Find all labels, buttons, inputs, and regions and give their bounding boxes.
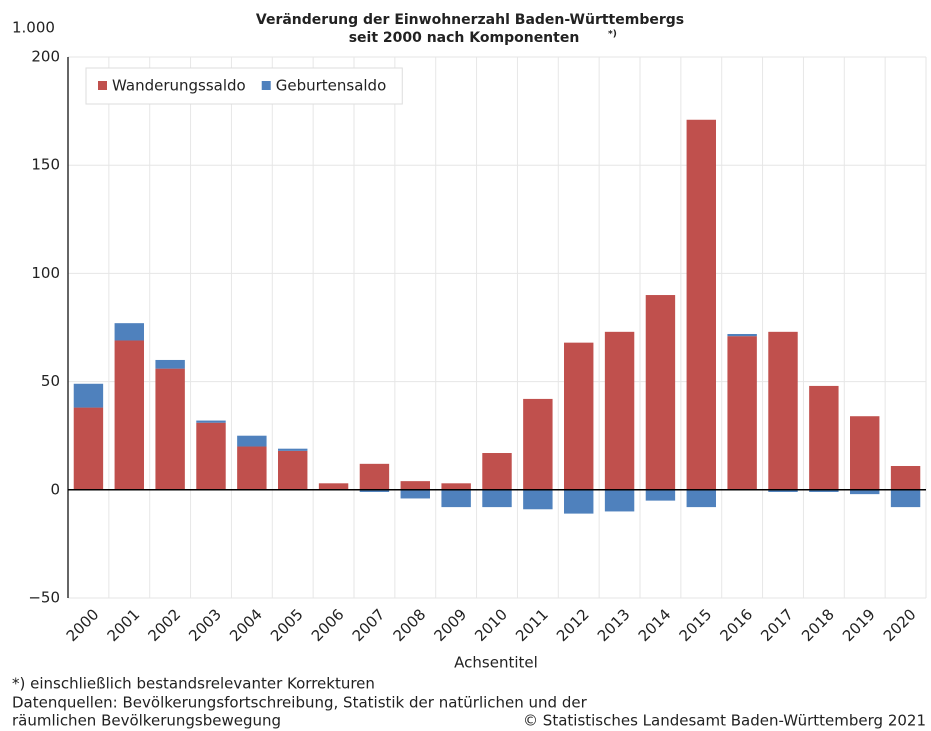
x-tick-label: 2014 xyxy=(635,605,675,645)
bar-segment xyxy=(523,489,553,510)
x-tick-label: 2013 xyxy=(594,605,634,645)
bar-segment xyxy=(727,336,757,490)
bar-segment xyxy=(278,450,308,490)
bar-segment xyxy=(441,483,471,490)
x-tick-label: 2000 xyxy=(63,605,103,645)
y-tick-label: 50 xyxy=(41,372,60,390)
bar-segment xyxy=(686,489,716,508)
bar-segment xyxy=(645,295,676,490)
bar-segment xyxy=(727,333,757,337)
x-tick-label: 2005 xyxy=(267,605,307,645)
bar-segment xyxy=(564,342,594,490)
bar-segment xyxy=(278,448,308,451)
bar-segment xyxy=(359,463,390,490)
bar-segment xyxy=(768,331,798,490)
bar-segment xyxy=(400,489,430,499)
bar-segment xyxy=(196,420,226,423)
legend-swatch xyxy=(261,81,271,90)
y-tick-label: 100 xyxy=(31,264,60,282)
bar-segment xyxy=(482,489,512,508)
copyright: © Statistisches Landesamt Baden-Württemb… xyxy=(523,712,926,730)
x-tick-label: 2019 xyxy=(839,605,879,645)
bar-segment xyxy=(890,465,921,490)
bar-segment xyxy=(73,383,104,408)
bar-segment xyxy=(482,453,512,490)
y-tick-label: 0 xyxy=(50,480,60,498)
footnote: *) einschließlich bestandsrelevanter Kor… xyxy=(12,675,375,693)
y-tick-label: −50 xyxy=(28,589,60,607)
bar-segment xyxy=(645,489,676,501)
bar-segment xyxy=(850,489,880,495)
bar-segment xyxy=(809,385,839,490)
footnote: räumlichen Bevölkerungsbewegung xyxy=(12,712,281,730)
x-tick-label: 2008 xyxy=(390,605,430,645)
x-tick-label: 2011 xyxy=(512,605,552,645)
bar-segment xyxy=(890,489,921,508)
bar-segment xyxy=(809,489,839,492)
legend-box xyxy=(85,67,403,105)
bar-segment xyxy=(604,489,635,512)
x-tick-label: 2007 xyxy=(349,605,389,645)
bar-segment xyxy=(155,359,185,369)
bar-segment xyxy=(114,340,144,490)
x-tick-label: 2006 xyxy=(308,605,348,645)
bar-segment xyxy=(441,489,471,508)
x-tick-label: 2003 xyxy=(185,605,225,645)
x-tick-label: 2020 xyxy=(880,605,920,645)
x-tick-label: 2001 xyxy=(104,605,144,645)
y-tick-label: 200 xyxy=(31,48,60,66)
x-tick-label: 2012 xyxy=(553,605,593,645)
legend-label: Wanderungssaldo xyxy=(112,77,246,95)
chart-title: seit 2000 nach Komponenten xyxy=(349,30,580,46)
x-tick-label: 2018 xyxy=(798,605,838,645)
bar-segment xyxy=(400,481,430,490)
x-axis-title: Achsentitel xyxy=(454,654,538,672)
bar-segment xyxy=(196,422,226,490)
x-tick-label: 2002 xyxy=(144,605,184,645)
x-tick-label: 2016 xyxy=(716,605,756,645)
bar-segment xyxy=(155,368,185,490)
bar-segment xyxy=(686,119,716,490)
bar-segment xyxy=(237,446,267,490)
bar-segment xyxy=(523,398,553,490)
title-note: *) xyxy=(608,30,617,40)
footnote: Datenquellen: Bevölkerungsfortschreibung… xyxy=(12,694,588,712)
bar-segment xyxy=(359,489,390,492)
bar-segment xyxy=(768,489,798,492)
x-tick-label: 2009 xyxy=(430,605,470,645)
x-tick-label: 2004 xyxy=(226,605,266,645)
bar-segment xyxy=(73,407,104,490)
chart-title: Veränderung der Einwohnerzahl Baden-Würt… xyxy=(256,12,684,28)
bar-segment xyxy=(564,489,594,514)
x-tick-label: 2017 xyxy=(757,605,797,645)
bar-segment xyxy=(114,323,144,341)
x-tick-label: 2010 xyxy=(471,605,511,645)
bar-segment xyxy=(604,331,635,490)
bar-segment xyxy=(318,483,349,490)
bar-segment xyxy=(237,435,267,447)
legend-label: Geburtensaldo xyxy=(276,77,387,95)
bar-segment xyxy=(850,416,880,490)
y-tick-label: 150 xyxy=(31,156,60,174)
x-tick-label: 2015 xyxy=(676,605,716,645)
y-unit: 1.000 xyxy=(12,19,55,37)
legend-swatch xyxy=(98,81,107,90)
